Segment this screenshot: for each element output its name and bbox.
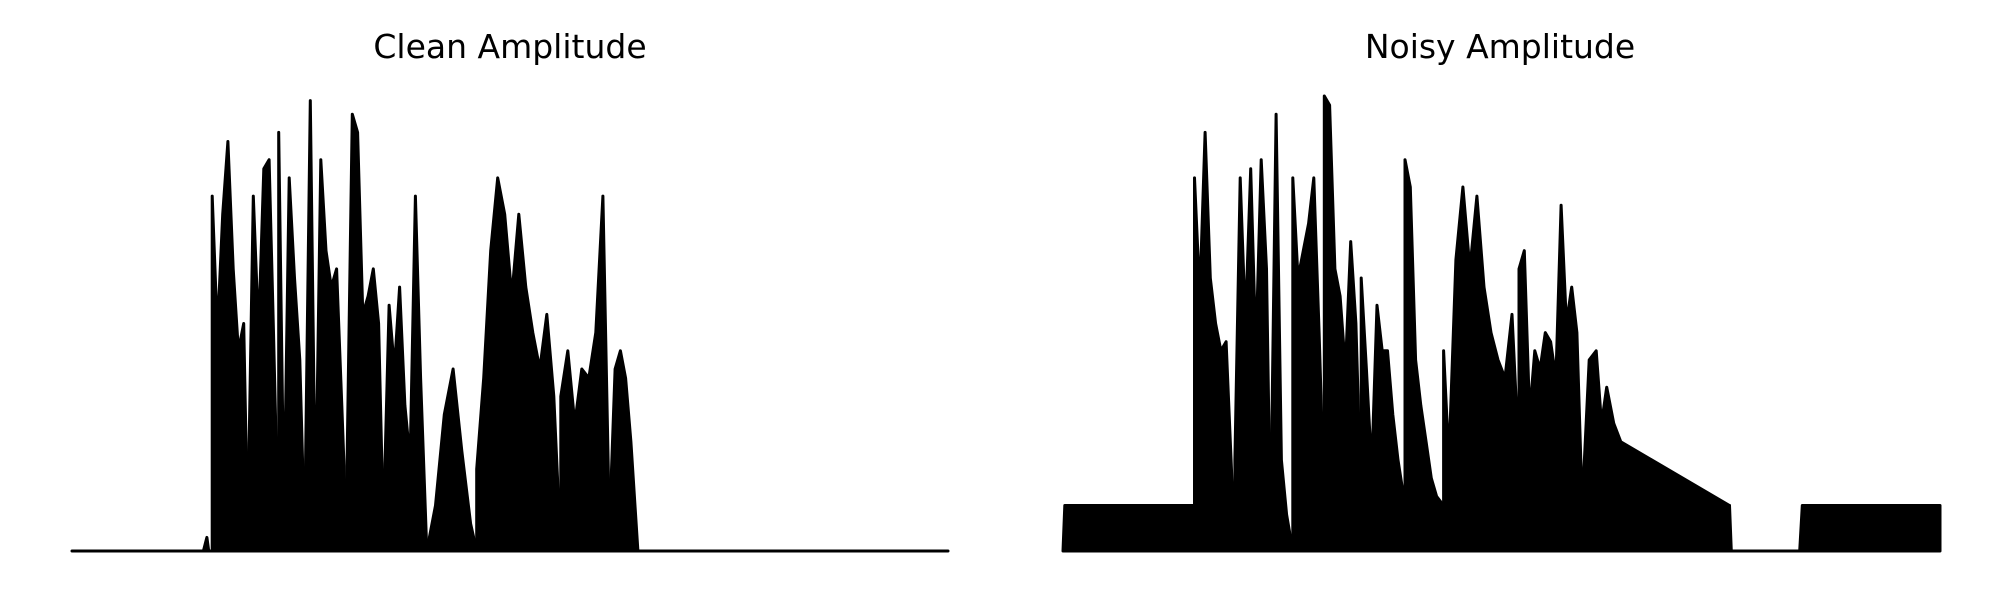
amplitude-segment-1-10 [1580, 349, 1731, 553]
amplitude-segment-0-9 [559, 194, 612, 553]
amplitude-segment-0-6 [382, 194, 429, 553]
amplitude-segment-0-3 [277, 130, 307, 553]
amplitude-segment-0-0 [70, 535, 214, 553]
amplitude-segment-0-10 [608, 349, 640, 553]
amplitude-segment-0-5 [345, 112, 386, 553]
amplitude-segment-1-7 [1403, 158, 1446, 553]
noisy-amplitude-plot [1061, 94, 1942, 553]
amplitude-segment-1-8 [1442, 185, 1521, 553]
amplitude-segment-1-1 [1193, 130, 1237, 553]
amplitude-segment-0-2 [246, 158, 281, 553]
amplitude-segment-1-3 [1269, 112, 1295, 553]
noisy-amplitude-title: Noisy Amplitude [1365, 27, 1635, 66]
amplitude-segment-1-0 [1061, 504, 1196, 553]
amplitude-segment-0-7 [425, 367, 479, 553]
clean-amplitude-title: Clean Amplitude [373, 27, 646, 66]
amplitude-segment-1-11 [1728, 504, 1942, 553]
amplitude-segment-1-5 [1322, 94, 1363, 553]
amplitude-segment-0-8 [475, 176, 563, 553]
amplitude-segment-1-6 [1359, 276, 1407, 553]
amplitude-segment-1-2 [1233, 158, 1273, 553]
amplitude-segment-1-9 [1517, 203, 1584, 553]
amplitude-segment-1-4 [1291, 176, 1326, 553]
clean-amplitude-plot [70, 99, 950, 553]
amplitude-segment-0-4 [303, 99, 349, 553]
amplitude-segment-0-1 [210, 140, 250, 553]
